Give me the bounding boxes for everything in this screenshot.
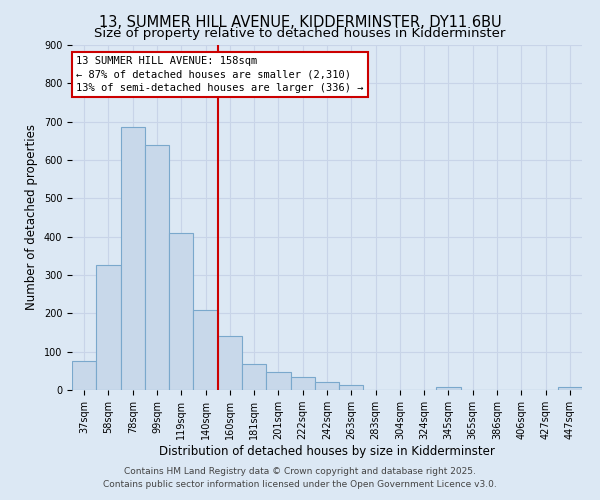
Bar xyxy=(339,386,364,390)
Text: 13 SUMMER HILL AVENUE: 158sqm
← 87% of detached houses are smaller (2,310)
13% o: 13 SUMMER HILL AVENUE: 158sqm ← 87% of d… xyxy=(76,56,364,93)
Bar xyxy=(169,233,193,390)
Bar xyxy=(96,266,121,390)
Bar xyxy=(436,387,461,390)
Bar xyxy=(266,372,290,390)
Text: Contains HM Land Registry data © Crown copyright and database right 2025.
Contai: Contains HM Land Registry data © Crown c… xyxy=(103,468,497,489)
Bar xyxy=(72,361,96,390)
Bar xyxy=(218,336,242,390)
Text: 13, SUMMER HILL AVENUE, KIDDERMINSTER, DY11 6BU: 13, SUMMER HILL AVENUE, KIDDERMINSTER, D… xyxy=(98,15,502,30)
X-axis label: Distribution of detached houses by size in Kidderminster: Distribution of detached houses by size … xyxy=(159,445,495,458)
Bar xyxy=(121,128,145,390)
Bar xyxy=(242,364,266,390)
Bar xyxy=(558,387,582,390)
Bar xyxy=(145,144,169,390)
Bar xyxy=(193,310,218,390)
Y-axis label: Number of detached properties: Number of detached properties xyxy=(25,124,38,310)
Bar xyxy=(290,376,315,390)
Text: Size of property relative to detached houses in Kidderminster: Size of property relative to detached ho… xyxy=(94,28,506,40)
Bar xyxy=(315,382,339,390)
